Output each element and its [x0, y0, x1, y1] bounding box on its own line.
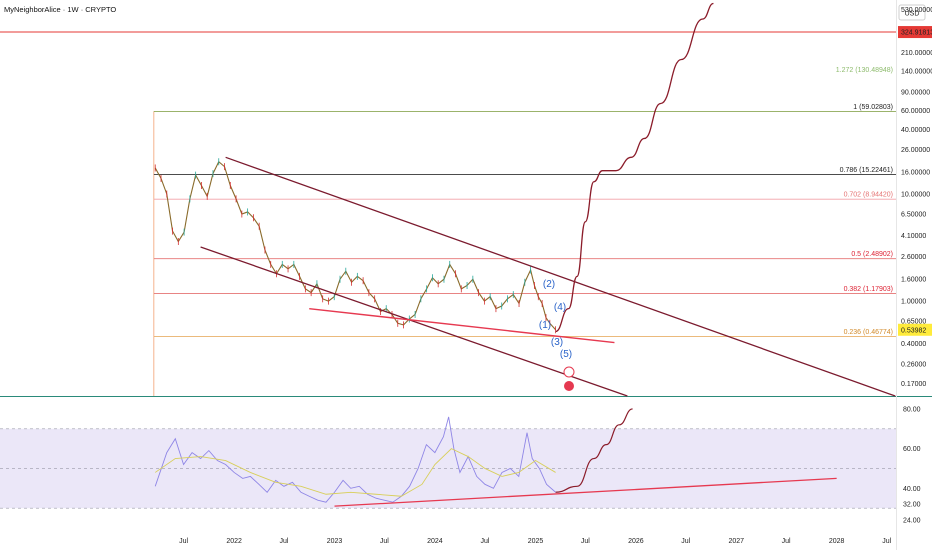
time-tick-label: 2025	[528, 538, 544, 545]
rsi-tick-label: 60.00	[903, 446, 921, 453]
currency-label: USD	[905, 11, 920, 18]
rsi-tick-label: 40.00	[903, 486, 921, 493]
fib-label: 0.786 (15.22461)	[840, 167, 893, 174]
time-tick-label: 2022	[226, 538, 242, 545]
price-tick-label: 2.60000	[901, 254, 926, 261]
wave-label: (5)	[560, 349, 572, 360]
time-tick-label: 2026	[628, 538, 644, 545]
time-tick-label: Jul	[179, 538, 188, 545]
fib-label: 0.5 (2.48902)	[851, 251, 893, 258]
projection-path	[555, 2, 714, 333]
price-tick-label: 90.00000	[901, 89, 930, 96]
price-tick-label: 0.65000	[901, 319, 926, 326]
time-axis[interactable]: Jul 2022 Jul 2023 Jul 2024 Jul 2025 Jul 2026 Jul 20…	[179, 538, 892, 545]
fib-label: 0.382 (1.17903)	[844, 286, 893, 293]
price-tick-label: 10.00000	[901, 191, 930, 198]
rsi-tick-label: 24.00	[903, 518, 921, 525]
time-tick-label: Jul	[380, 538, 389, 545]
price-tick-label: 6.50000	[901, 212, 926, 219]
resistance-price-box	[898, 26, 932, 39]
wave-label: (4)	[554, 302, 566, 313]
chart-title: MyNeighborAlice · 1W · CRYPTO	[4, 5, 116, 14]
rsi-projection-path	[555, 408, 633, 493]
fib-label: 1.272 (130.48948)	[836, 67, 893, 74]
price-tick-label: 140.00000	[901, 69, 932, 76]
currency-button[interactable]	[898, 4, 926, 21]
time-tick-label: 2028	[829, 538, 845, 545]
time-tick-label: Jul	[279, 538, 288, 545]
time-tick-label: 2024	[427, 538, 443, 545]
price-tick-label: 324.91813	[901, 30, 932, 37]
price-tick-label: 60.00000	[901, 108, 930, 115]
flag-marker-icon	[564, 381, 574, 391]
price-tick-label: 210.00000	[901, 50, 932, 57]
price-tick-label: 0.17000	[901, 381, 926, 388]
event-marker-icon	[563, 366, 575, 378]
price-tick-label: 0.26000	[901, 361, 926, 368]
rsi-pane[interactable]: 80.00 60.00 40.00 32.00 24.00	[0, 406, 921, 525]
time-tick-label: Jul	[782, 538, 791, 545]
wave-label: (3)	[551, 337, 563, 348]
rsi-tick-label: 32.00	[903, 502, 921, 509]
price-tick-label: 16.00000	[901, 170, 930, 177]
time-tick-label: Jul	[581, 538, 590, 545]
channel-lower-line	[200, 246, 628, 397]
wave-label: (1)	[539, 320, 551, 331]
price-tick-label: 530.00000	[901, 7, 932, 14]
price-tick-label: 40.00000	[901, 127, 930, 134]
channel-upper-line	[225, 156, 896, 397]
price-series-line	[154, 160, 557, 331]
fib-label: 0.702 (8.94420)	[844, 192, 893, 199]
price-tick-label: 1.00000	[901, 299, 926, 306]
rsi-ma-line	[154, 448, 556, 497]
fib-label: 1 (59.02803)	[853, 104, 893, 111]
current-price-box	[898, 323, 932, 336]
fib-label: 0.236 (0.46774)	[844, 329, 893, 336]
rsi-line	[154, 416, 556, 503]
rsi-support-line	[334, 477, 837, 507]
price-tick-label: 0.53982	[901, 327, 926, 334]
time-tick-label: Jul	[681, 538, 690, 545]
price-tick-label: 0.40000	[901, 341, 926, 348]
time-tick-label: 2027	[728, 538, 744, 545]
support-line	[309, 307, 615, 344]
time-tick-label: Jul	[480, 538, 489, 545]
price-tick-label: 26.00000	[901, 147, 930, 154]
wave-label: (2)	[543, 279, 555, 290]
time-tick-label: 2023	[327, 538, 343, 545]
price-tick-label: 1.60000	[901, 277, 926, 284]
price-tick-label: 4.10000	[901, 233, 926, 240]
price-axis[interactable]: 530.00000 324.91813 210.00000 140.00000 90.0…	[898, 7, 932, 388]
time-tick-label: Jul	[882, 538, 891, 545]
rsi-tick-label: 80.00	[903, 406, 921, 413]
